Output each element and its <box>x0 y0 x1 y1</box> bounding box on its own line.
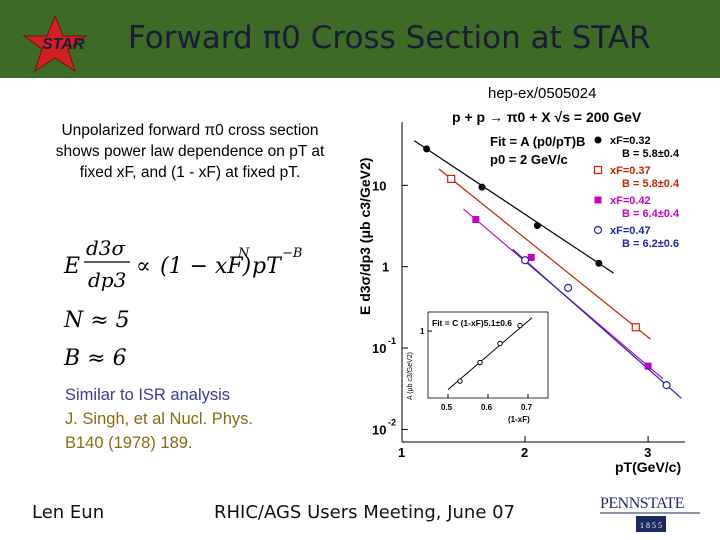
x-tick-label: 3 <box>644 445 651 460</box>
data-point <box>644 362 652 370</box>
fit-line <box>413 140 614 274</box>
inset-point <box>457 378 463 384</box>
inset-plot: Fit = C (1-xF)5.1±0.6 A (μb c3/GeV2) (1-xF… <box>407 311 549 424</box>
isr-line-2: J. Singh, et al Nucl. Phys. <box>65 410 254 428</box>
fit-text: Fit = A (p0/pT)B <box>490 134 585 149</box>
fit-line <box>438 168 651 340</box>
data-point <box>447 174 456 183</box>
power-law-formula: E d3σ dp3 ∝ (1 − xF) N pT −B N ≈ 5 B ≈ 6 <box>63 236 302 371</box>
inset-y-tick-label: 1 <box>420 327 425 336</box>
formula-den: dp3 <box>88 268 126 292</box>
inset-point <box>517 322 523 329</box>
inset-point <box>477 359 483 366</box>
data-point <box>472 216 480 224</box>
plot-legend: xF=0.32B = 5.8±0.4xF=0.37B = 5.8±0.4xF=0… <box>593 135 680 250</box>
inset-x-tick-label: 0.7 <box>521 403 533 412</box>
legend-label: xF=0.32 <box>610 135 651 147</box>
inset-x-label: (1-xF) <box>508 415 530 424</box>
formula-num: d3σ <box>86 236 127 260</box>
y-tick-label: 10 <box>372 422 386 437</box>
inset-fit-line <box>447 317 533 390</box>
x-tick-label: 1 <box>398 445 405 460</box>
y-tick-label: 1 <box>382 260 389 275</box>
pennstate-text: PENNSTATE <box>600 495 684 512</box>
x-axis-label: pT(GeV/c) <box>615 459 681 475</box>
inset-y-label: A (μb c3/GeV2) <box>407 352 414 400</box>
y-tick-label: 10 <box>372 341 386 356</box>
inset-point <box>497 340 503 347</box>
data-point <box>564 283 573 292</box>
legend-marker <box>593 165 603 175</box>
legend-fit: B = 5.8±0.4 <box>622 178 680 190</box>
legend-label: xF=0.37 <box>610 165 651 177</box>
legend-marker <box>594 136 602 144</box>
legend-marker <box>594 196 602 204</box>
inset-title: Fit = C (1-xF)5.1±0.6 <box>432 318 512 328</box>
data-point <box>423 145 431 153</box>
y-tick-exp: -1 <box>388 336 396 346</box>
legend-label: xF=0.47 <box>610 225 651 237</box>
formula-pt: pT <box>252 254 283 279</box>
formula-prop: ∝ <box>136 254 151 279</box>
legend-fit: B = 6.4±0.4 <box>622 208 680 220</box>
footer-author: Len Eun <box>32 502 105 523</box>
fit-line <box>512 248 682 399</box>
plot-title: p + p → π0 + X √s = 200 GeV <box>452 109 642 125</box>
pennstate-year: 1855 <box>640 521 664 530</box>
pennstate-logo: PENNSTATE 1855 <box>600 495 700 532</box>
data-point <box>631 323 640 332</box>
star-logo <box>22 14 88 73</box>
formula-exp-b: −B <box>282 246 302 261</box>
inset-x-tick-label: 0.5 <box>441 403 453 412</box>
legend-marker <box>593 225 603 235</box>
fit-text-2: p0 = 2 GeV/c <box>490 152 568 167</box>
page-title: Forward π0 Cross Section at STAR <box>128 20 651 56</box>
formula-E: E <box>63 254 80 279</box>
y-tick-label: 10 <box>372 178 386 193</box>
data-point <box>478 183 486 191</box>
data-point <box>533 222 541 230</box>
title-bar: STAR Forward π0 Cross Section at STAR <box>0 0 720 78</box>
x-tick-label: 2 <box>521 445 528 460</box>
logo-text: STAR <box>42 36 85 53</box>
y-axis-label: E d3σ/dp3 (μb c3/GeV2) <box>357 158 373 315</box>
cross-section-plot: hep-ex/0505024 p + p → π0 + X √s = 200 G… <box>357 85 685 475</box>
data-point <box>520 256 530 265</box>
inset-x-tick-label: 0.6 <box>481 403 493 412</box>
data-point <box>662 381 671 390</box>
y-tick-exp: -2 <box>388 417 396 427</box>
legend-label: xF=0.42 <box>610 195 651 207</box>
formula-exp-n: N <box>237 246 250 261</box>
formula-factor: (1 − xF) <box>160 254 251 279</box>
data-point <box>595 259 603 267</box>
legend-fit: B = 6.2±0.6 <box>622 238 679 250</box>
isr-line-1: Similar to ISR analysis <box>65 386 231 404</box>
formula-b: B ≈ 6 <box>63 346 127 371</box>
plot-reference: hep-ex/0505024 <box>488 85 596 102</box>
formula-n: N ≈ 5 <box>63 308 130 333</box>
isr-line-3: B140 (1978) 189. <box>65 434 193 452</box>
data-point <box>527 253 535 261</box>
description-text: Unpolarized forward π0 cross section sho… <box>55 122 325 181</box>
legend-fit: B = 5.8±0.4 <box>622 148 680 160</box>
footer-meeting: RHIC/AGS Users Meeting, June 07 <box>214 502 516 523</box>
isr-reference: Similar to ISR analysis J. Singh, et al … <box>65 383 253 455</box>
